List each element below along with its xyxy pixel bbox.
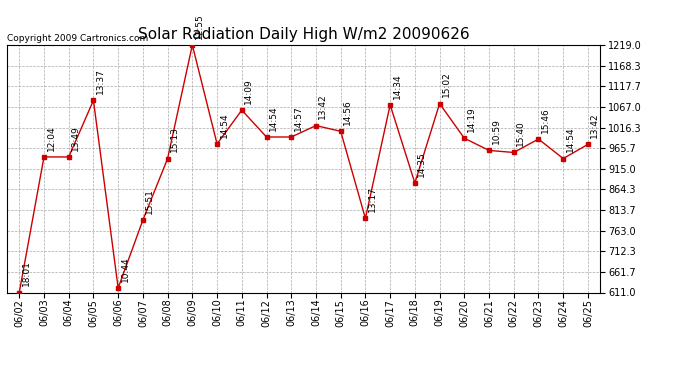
Text: 12:55: 12:55	[195, 13, 204, 39]
Text: 14:35: 14:35	[417, 151, 426, 177]
Text: 15:13: 15:13	[170, 126, 179, 152]
Text: 15:51: 15:51	[146, 188, 155, 214]
Text: 14:54: 14:54	[269, 105, 278, 131]
Text: 14:09: 14:09	[244, 78, 253, 104]
Text: 13:42: 13:42	[318, 94, 328, 119]
Text: 14:34: 14:34	[393, 73, 402, 99]
Text: 14:19: 14:19	[466, 106, 476, 132]
Text: 14:56: 14:56	[343, 99, 352, 125]
Text: 13:42: 13:42	[591, 112, 600, 138]
Text: 13:37: 13:37	[96, 68, 105, 94]
Text: 15:40: 15:40	[516, 120, 525, 146]
Text: 15:02: 15:02	[442, 72, 451, 98]
Text: 14:57: 14:57	[294, 105, 303, 131]
Text: 14:54: 14:54	[219, 112, 228, 138]
Text: 13:17: 13:17	[368, 186, 377, 212]
Text: 10:59: 10:59	[491, 118, 500, 144]
Text: 12:04: 12:04	[46, 125, 55, 151]
Text: 13:49: 13:49	[71, 125, 80, 151]
Text: 10:44: 10:44	[121, 256, 130, 282]
Text: 18:01: 18:01	[22, 261, 31, 286]
Title: Solar Radiation Daily High W/m2 20090626: Solar Radiation Daily High W/m2 20090626	[138, 27, 469, 42]
Text: Copyright 2009 Cartronics.com: Copyright 2009 Cartronics.com	[7, 33, 148, 42]
Text: 14:54: 14:54	[566, 127, 575, 152]
Text: 15:46: 15:46	[541, 107, 550, 133]
